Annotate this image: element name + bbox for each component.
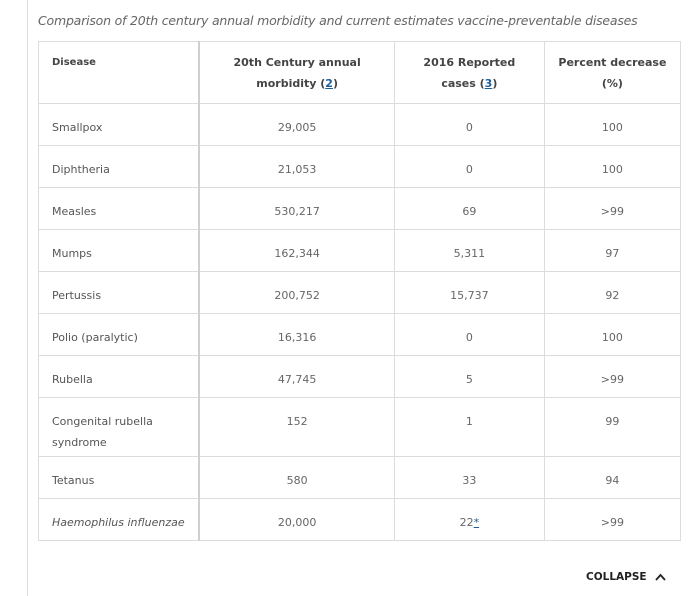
- collapse-label[interactable]: COLLAPSE: [586, 571, 647, 583]
- disease-cell: Rubella: [38, 355, 201, 398]
- disease-cell: Polio (paralytic): [38, 313, 201, 356]
- column-header: Percent decrease (%): [543, 41, 682, 104]
- value-cell: 22*: [393, 498, 545, 541]
- value-cell: 5,311: [393, 229, 545, 272]
- table-row: Diphtheria 21,053 0 100: [38, 145, 682, 188]
- value-cell: 100: [543, 313, 682, 356]
- cell-text: ): [332, 77, 338, 90]
- value-cell: 200,752: [198, 271, 395, 314]
- table-row: Smallpox 29,005 0 100: [38, 103, 682, 146]
- disease-cell: Mumps: [38, 229, 201, 272]
- chevron-up-icon: [654, 573, 666, 581]
- table-row: Tetanus 580 33 94: [38, 456, 682, 499]
- value-cell: 1: [393, 397, 545, 457]
- value-cell: 0: [393, 103, 545, 146]
- value-cell: 92: [543, 271, 682, 314]
- table-row: Congenital rubella syndrome 152 1 99: [38, 397, 682, 457]
- value-cell: 97: [543, 229, 682, 272]
- cell-text: 2016 Reported cases (: [423, 56, 516, 90]
- disease-cell: Diphtheria: [38, 145, 201, 188]
- value-cell: 580: [198, 456, 395, 499]
- header-row: Disease 20th Century annual morbidity (2)…: [38, 41, 682, 104]
- value-cell: 20,000: [198, 498, 395, 541]
- reference-link[interactable]: 2: [325, 77, 333, 90]
- disease-cell: Haemophilus influenzae: [38, 498, 201, 541]
- value-cell: 33: [393, 456, 545, 499]
- caption: Comparison of 20th century annual morbid…: [38, 13, 638, 28]
- value-cell: 0: [393, 313, 545, 356]
- value-cell: 99: [543, 397, 682, 457]
- table-row: Polio (paralytic) 16,316 0 100: [38, 313, 682, 356]
- value-cell: 29,005: [198, 103, 395, 146]
- disease-cell: Smallpox: [38, 103, 201, 146]
- disease-cell: Pertussis: [38, 271, 201, 314]
- table-row: Pertussis 200,752 15,737 92: [38, 271, 682, 314]
- value-cell: 530,217: [198, 187, 395, 230]
- disease-cell: Congenital rubella syndrome: [38, 397, 201, 457]
- cell-text: 20th Century annual morbidity (: [233, 56, 361, 90]
- column-header: 2016 Reported cases (3): [393, 41, 545, 104]
- reference-link[interactable]: 3: [484, 77, 493, 90]
- value-cell: 162,344: [198, 229, 395, 272]
- value-cell: 100: [543, 103, 682, 146]
- value-cell: 94: [543, 456, 682, 499]
- value-cell: >99: [543, 187, 682, 230]
- value-cell: >99: [543, 498, 682, 541]
- table-body: Smallpox 29,005 0 100 Diphtheria 21,053 0 100 Me…: [38, 103, 682, 541]
- container-border: [27, 0, 28, 596]
- value-cell: 152: [198, 397, 395, 457]
- value-cell: 21,053: [198, 145, 395, 188]
- value-cell: 16,316: [198, 313, 395, 356]
- column-header: Disease: [38, 41, 201, 104]
- value-cell: 100: [543, 145, 682, 188]
- column-header: 20th Century annual morbidity (2): [198, 41, 395, 104]
- disease-cell: Measles: [38, 187, 201, 230]
- value-cell: 5: [393, 355, 545, 398]
- value-cell: 15,737: [393, 271, 545, 314]
- collapse-button[interactable]: COLLAPSE: [586, 571, 666, 583]
- table-row: Haemophilus influenzae 20,000 22* >99: [38, 498, 682, 541]
- value-cell: 69: [393, 187, 545, 230]
- table-row: Rubella 47,745 5 >99: [38, 355, 682, 398]
- cell-text: Percent decrease (%): [558, 56, 667, 90]
- value-cell: 47,745: [198, 355, 395, 398]
- value-cell: >99: [543, 355, 682, 398]
- value-cell: 0: [393, 145, 545, 188]
- reference-link[interactable]: *: [473, 516, 480, 529]
- table-row: Measles 530,217 69 >99: [38, 187, 682, 230]
- table: Disease 20th Century annual morbidity (2)…: [38, 41, 682, 541]
- disease-cell: Tetanus: [38, 456, 201, 499]
- table-row: Mumps 162,344 5,311 97: [38, 229, 682, 272]
- cell-text: ): [492, 77, 498, 90]
- cell-text: 22: [459, 516, 474, 529]
- cell-text: Disease: [52, 57, 96, 68]
